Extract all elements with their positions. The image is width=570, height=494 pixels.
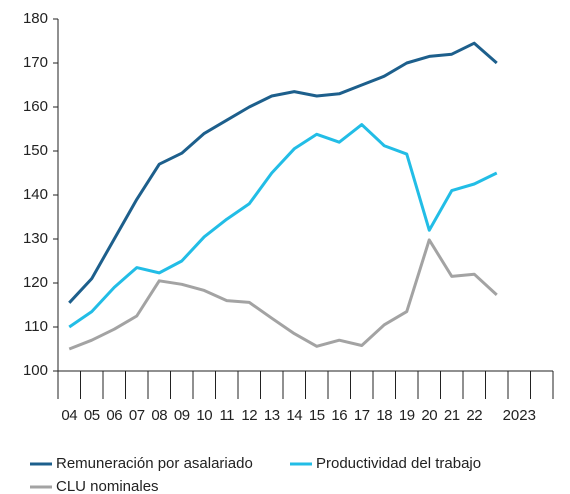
x-tick-label: 12	[241, 407, 257, 424]
y-tick-label: 130	[23, 230, 48, 247]
x-tick-label: 18	[376, 407, 392, 424]
y-tick-label: 170	[23, 54, 48, 71]
x-tick-label: 19	[399, 407, 415, 424]
x-tick-label: 09	[174, 407, 190, 424]
x-tick-label: 17	[354, 407, 370, 424]
x-tick-label: 05	[84, 407, 100, 424]
x-tick-label: 20	[421, 407, 437, 424]
x-tick-label: 06	[106, 407, 122, 424]
series-line	[68, 238, 498, 351]
legend-label: Remuneración por asalariado	[56, 455, 253, 472]
x-tick-label: 13	[264, 407, 280, 424]
x-tick-label: 21	[444, 407, 460, 424]
legend-label: CLU nominales	[56, 478, 159, 494]
y-tick-label: 100	[23, 362, 48, 379]
x-tick-label: 11	[219, 407, 234, 424]
legend-label: Productividad del trabajo	[316, 455, 481, 472]
y-tick-label: 110	[24, 318, 48, 335]
x-tick-label: 04	[61, 407, 77, 424]
x-tick-label: 08	[151, 407, 167, 424]
y-tick-label: 150	[23, 142, 48, 159]
x-tick-label: 15	[309, 407, 325, 424]
x-tick-label: 16	[331, 407, 347, 424]
y-tick-label: 120	[23, 274, 48, 291]
y-tick-label: 160	[23, 98, 48, 115]
y-tick-label: 140	[23, 186, 48, 203]
x-tick-label: 14	[286, 407, 302, 424]
series-line	[68, 41, 498, 304]
series-line	[68, 123, 498, 329]
y-tick-label: 180	[23, 10, 48, 27]
x-tick-label: 10	[196, 407, 212, 424]
x-tick-label: 22	[466, 407, 482, 424]
x-tick-label: 07	[129, 407, 145, 424]
x-group-label: 2023	[503, 407, 536, 424]
